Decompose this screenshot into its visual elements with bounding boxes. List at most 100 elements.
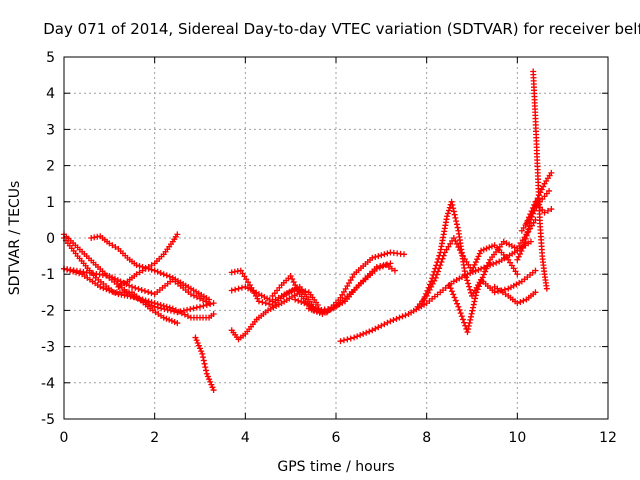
data-point [429, 275, 436, 282]
data-point [384, 250, 391, 257]
data-point [477, 280, 484, 287]
x-tick-label: 8 [422, 430, 431, 446]
data-point [473, 289, 480, 296]
data-point [548, 169, 555, 176]
data-point [166, 316, 173, 323]
data-point [190, 292, 197, 299]
data-point [235, 285, 242, 292]
data-point [444, 213, 451, 220]
grid [64, 57, 608, 419]
data-point [163, 315, 170, 322]
data-point [478, 277, 485, 284]
data-point [484, 262, 491, 269]
data-point [544, 207, 551, 214]
data-point [201, 360, 208, 367]
data-point [347, 335, 354, 342]
y-tick-label: -4 [41, 376, 55, 392]
data-point [145, 265, 152, 272]
data-point [491, 289, 498, 296]
data-point [391, 267, 398, 274]
data-point [435, 255, 442, 262]
data-point [195, 342, 202, 349]
data-point [384, 319, 391, 326]
data-point [293, 285, 300, 292]
data-point [344, 336, 351, 343]
data-point [396, 314, 403, 321]
data-point [461, 319, 468, 326]
data-point [193, 337, 200, 344]
data-point [450, 205, 457, 212]
y-tick-label: 3 [46, 122, 55, 138]
data-point [483, 245, 490, 252]
data-point [160, 271, 167, 278]
y-tick-label: 0 [46, 231, 55, 247]
data-point [169, 305, 176, 312]
data-point [452, 297, 459, 304]
data-point [187, 306, 194, 313]
data-point [148, 266, 155, 273]
series-sat-q [446, 216, 539, 336]
x-tick-label: 12 [599, 430, 617, 446]
data-point [132, 284, 139, 291]
data-point [434, 259, 441, 266]
data-point [138, 286, 145, 293]
data-point [523, 220, 530, 227]
data-point [136, 263, 143, 270]
data-point [469, 267, 475, 274]
data-point [450, 235, 457, 241]
x-tick-label: 2 [150, 430, 159, 446]
data-point [479, 274, 486, 281]
data-point [145, 298, 152, 305]
data-point [142, 264, 149, 271]
data-point [287, 273, 294, 280]
data-point [192, 334, 199, 341]
data-point [381, 251, 388, 258]
data-point [259, 299, 266, 306]
series-sat-d [61, 235, 181, 327]
data-point [430, 272, 437, 279]
data-point [478, 265, 485, 272]
data-point [529, 205, 536, 212]
data-point [262, 300, 269, 307]
data-point [238, 284, 245, 291]
data-point [478, 247, 485, 254]
data-point [485, 259, 492, 266]
data-point [480, 271, 487, 278]
data-point [476, 283, 483, 290]
data-point [351, 334, 358, 341]
data-point [465, 280, 472, 287]
data-point [486, 244, 493, 251]
data-point [450, 291, 457, 298]
y-tick-label: -2 [41, 303, 55, 319]
data-point [450, 208, 457, 215]
data-point [168, 317, 175, 324]
data-point [465, 326, 472, 333]
y-tick-label: 1 [46, 195, 55, 211]
data-point [115, 283, 122, 290]
data-point [204, 373, 211, 380]
data-point [292, 282, 299, 289]
data-point [419, 300, 426, 307]
data-point [432, 265, 439, 272]
data-point [295, 288, 302, 295]
data-point [469, 307, 476, 314]
data-point [199, 350, 206, 357]
data-point [266, 301, 273, 308]
data-point [210, 387, 217, 394]
data-point [467, 313, 474, 320]
data-point [455, 303, 462, 310]
data-point [148, 299, 155, 306]
data-point [207, 301, 214, 308]
data-point [528, 208, 535, 215]
data-point [457, 310, 464, 317]
data-point [402, 312, 409, 319]
data-point [163, 272, 170, 279]
data-point [202, 364, 209, 371]
data-point [401, 251, 407, 258]
data-point [470, 301, 477, 308]
data-point [378, 252, 385, 259]
data-point [200, 357, 207, 364]
data-point [145, 289, 152, 296]
x-axis-label: GPS time / hours [277, 459, 394, 475]
